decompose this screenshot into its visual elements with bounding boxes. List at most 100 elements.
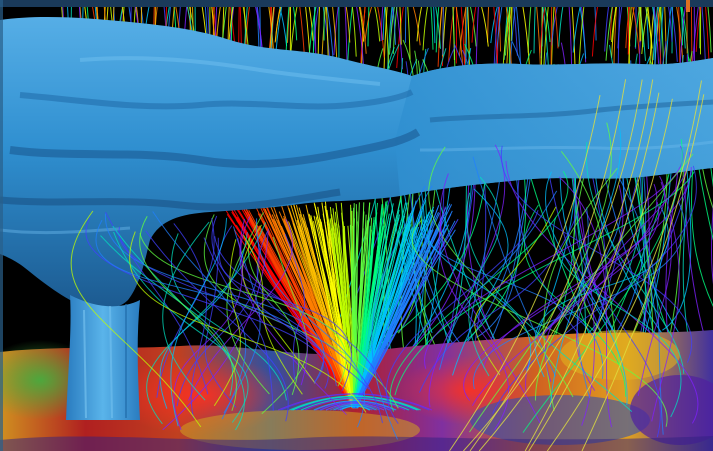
streamline (637, 218, 673, 397)
streamline (292, 5, 298, 41)
streamline (448, 5, 455, 63)
streamline (274, 5, 282, 43)
streamline (510, 5, 513, 41)
streamline (374, 5, 381, 42)
streamline (333, 404, 377, 411)
streamline (544, 184, 624, 382)
streamline (452, 188, 509, 376)
streamline (616, 173, 664, 435)
streamline (560, 150, 621, 369)
streamline (319, 401, 391, 411)
streamline (438, 5, 443, 48)
streamline (139, 216, 237, 411)
streamline (329, 403, 381, 411)
streamline (653, 5, 660, 64)
streamline (416, 5, 423, 42)
streamline (392, 5, 396, 45)
streamline (325, 402, 385, 411)
streamline (171, 233, 287, 401)
streamline (605, 5, 613, 61)
streamline (245, 5, 250, 47)
streamline (104, 213, 325, 384)
streamline (571, 5, 576, 69)
streamline (287, 5, 291, 43)
streamline (428, 146, 574, 398)
streamline (292, 396, 418, 411)
streamline (471, 5, 477, 43)
streamline (463, 175, 666, 401)
streamline (422, 5, 429, 51)
streamline (480, 5, 489, 47)
streamline (297, 226, 353, 409)
streamline (411, 219, 668, 427)
streamline (353, 200, 388, 409)
streamline (100, 235, 234, 396)
streamline (464, 5, 467, 64)
left-frame-edge (0, 0, 3, 451)
streamline (638, 5, 641, 43)
streamline (651, 5, 658, 44)
streamline (551, 5, 558, 46)
streamline (433, 5, 436, 44)
streamline (478, 79, 654, 451)
streamline (591, 5, 599, 57)
streamline (383, 5, 388, 74)
streamline (522, 5, 530, 65)
streamline (681, 5, 690, 62)
streamline (359, 5, 367, 54)
streamline (258, 225, 353, 409)
streamline (439, 190, 558, 370)
streamline (707, 5, 712, 53)
streamline (333, 5, 339, 56)
streamline (340, 405, 370, 411)
streamline (670, 5, 678, 62)
streamline (576, 152, 691, 391)
streamline (546, 80, 702, 451)
streamline (358, 5, 365, 42)
streamline (280, 393, 430, 411)
streamline (256, 218, 365, 428)
streamline (523, 204, 627, 397)
streamline (223, 226, 261, 414)
streamline (345, 5, 351, 43)
streamline (219, 225, 352, 392)
streamline (112, 225, 245, 431)
streamline (513, 5, 518, 56)
frame-accent (686, 0, 690, 12)
streamline (353, 200, 417, 409)
streamline (351, 214, 367, 409)
streamline (211, 215, 370, 390)
streamline (256, 230, 383, 424)
streamline (482, 166, 692, 369)
streamline (544, 5, 551, 42)
streamline (304, 398, 406, 411)
streamline (544, 171, 628, 405)
streamline (95, 219, 337, 386)
streamline (203, 237, 274, 411)
streamline (581, 94, 705, 451)
streamline (145, 230, 289, 422)
streamline (493, 5, 500, 69)
streamline (554, 5, 559, 49)
streamline (382, 5, 386, 41)
streamline (515, 5, 522, 66)
streamline (439, 173, 541, 424)
streamline (309, 5, 317, 53)
streamline (690, 5, 693, 64)
streamline (474, 206, 557, 376)
streamline (325, 5, 329, 60)
streamline (625, 5, 631, 49)
streamline (435, 5, 441, 49)
streamline (352, 226, 413, 409)
streamline (498, 5, 501, 52)
foreground-streamlines (70, 79, 705, 451)
streamline (676, 5, 684, 63)
streamline (509, 5, 516, 69)
streamline (188, 218, 293, 401)
streamline (367, 5, 370, 47)
streamline (389, 5, 395, 55)
streamline (385, 210, 539, 424)
funnel-column (66, 295, 140, 420)
streamline (578, 199, 595, 426)
streamline (412, 5, 421, 46)
